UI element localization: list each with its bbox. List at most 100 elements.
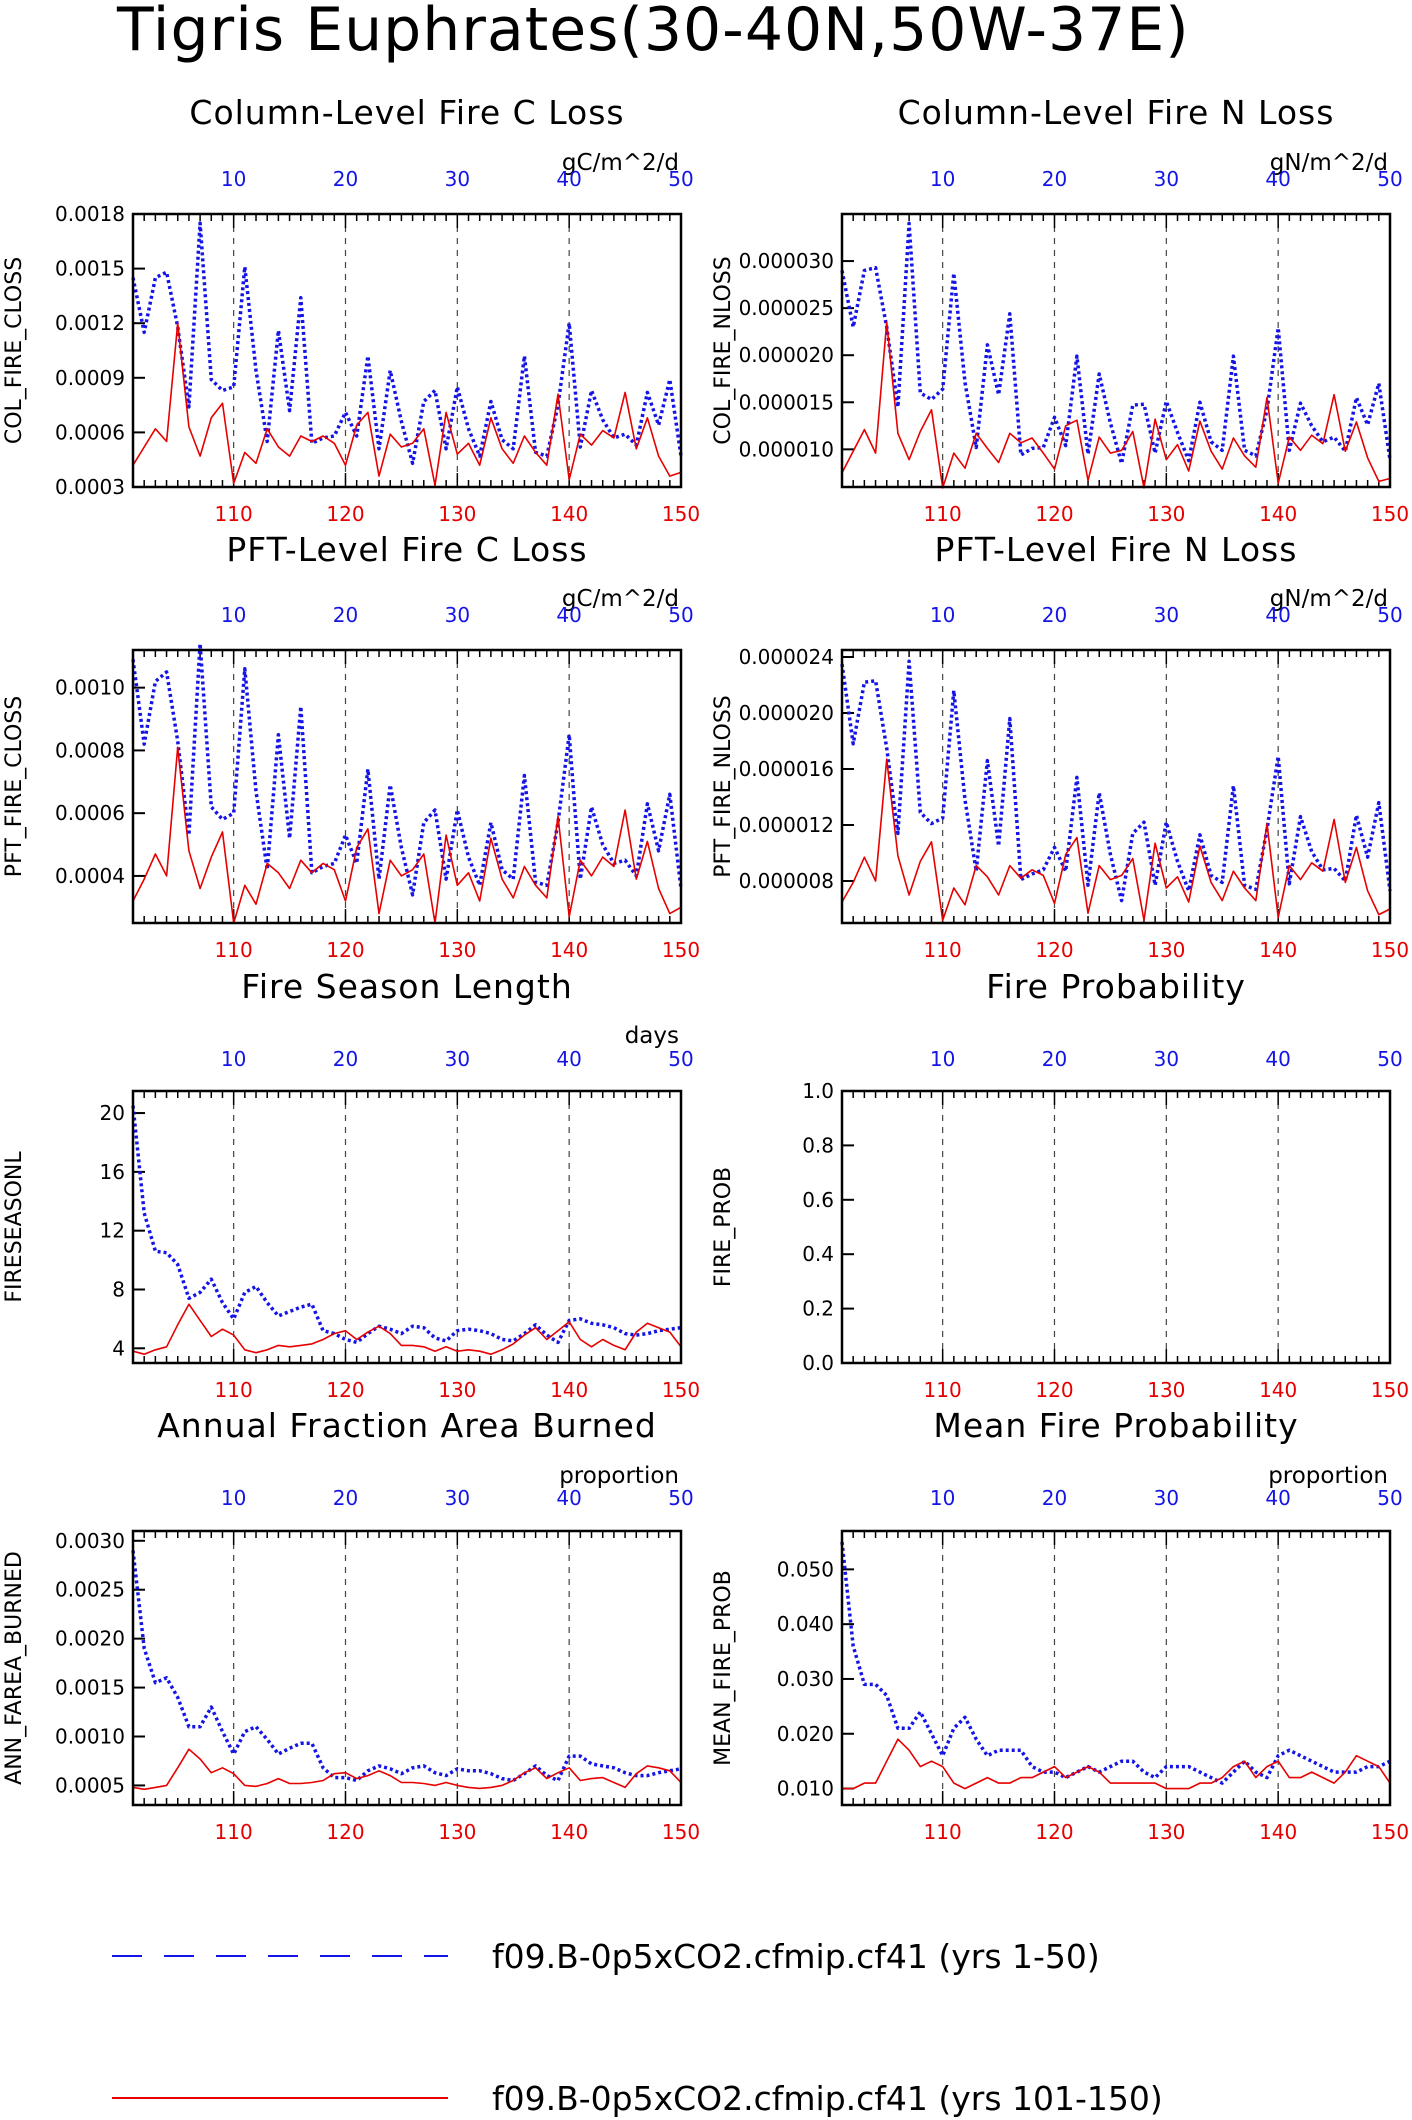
- panel-6-ylabel: FIRE_PROB: [711, 1167, 736, 1287]
- panel-5-xtick-label-bottom-110: 110: [215, 1378, 253, 1402]
- panel-2-xtick-label-bottom-110: 110: [924, 502, 962, 526]
- panel-7-xtick-label-top-30: 30: [445, 1486, 470, 1510]
- panel-2-xtick-label-bottom-150: 150: [1371, 502, 1409, 526]
- panel-8-xtick-label-top-30: 30: [1154, 1486, 1179, 1510]
- panel-8-xtick-label-bottom-130: 130: [1147, 1820, 1185, 1844]
- panel-1-ylabel: COL_FIRE_CLOSS: [2, 257, 27, 444]
- panel-3-units-label: gC/m^2/d: [562, 586, 679, 612]
- panel-1-ytick-label-1: 0.0006: [55, 420, 125, 444]
- panel-5-ytick-label-2: 12: [100, 1219, 125, 1243]
- panel-1-series-yrs-101-150: [132, 322, 682, 487]
- chart-panels: Column-Level Fire C Loss gC/m^2/d 0.0003 0.…: [2, 93, 1409, 1844]
- panel-7-xtick-label-top-40: 40: [556, 1486, 581, 1510]
- panel-5-ytick-label-4: 20: [100, 1101, 125, 1125]
- panel-1-xtick-label-bottom-150: 150: [662, 502, 700, 526]
- panel-7-frame: [131, 1529, 683, 1807]
- panel-5-units-label: days: [625, 1023, 679, 1049]
- panel-4-title: PFT-Level Fire N Loss: [935, 530, 1298, 569]
- panel-5-xtick-label-top-10: 10: [221, 1047, 246, 1071]
- panel-4-ytick-label-4: 0.000024: [739, 645, 834, 669]
- panel-5-ytick-label-1: 8: [112, 1277, 125, 1301]
- panel-6-xtick-label-top-10: 10: [930, 1047, 955, 1071]
- panel-6-ytick-label-2: 0.4: [802, 1242, 834, 1266]
- panel-1-ytick-label-4: 0.0015: [55, 257, 125, 281]
- panel-3-title: PFT-Level Fire C Loss: [226, 530, 587, 569]
- panel-5-xtick-label-top-30: 30: [445, 1047, 470, 1071]
- panel-5-xtick-label-top-40: 40: [556, 1047, 581, 1071]
- panel-6: Fire Probability 0.0 0.2 0.4 0.6 0.8 1.0 110 120…: [711, 967, 1409, 1402]
- panel-1-xtick-label-bottom-130: 130: [438, 502, 476, 526]
- panel-6-xtick-label-top-50: 50: [1377, 1047, 1402, 1071]
- panel-4-ytick-label-1: 0.000012: [739, 813, 834, 837]
- panel-8-xtick-label-bottom-110: 110: [924, 1820, 962, 1844]
- panel-3-series-yrs-101-150: [132, 746, 682, 924]
- panel-8-ytick-label-3: 0.040: [777, 1612, 834, 1636]
- panel-7-units-label: proportion: [559, 1463, 679, 1489]
- panel-8-xtick-label-top-40: 40: [1265, 1486, 1290, 1510]
- legend-label-yrs-1-50: f09.B-0p5xCO2.cfmip.cf41 (yrs 1-50): [492, 1937, 1100, 1976]
- panel-5-xtick-label-bottom-130: 130: [438, 1378, 476, 1402]
- legend: f09.B-0p5xCO2.cfmip.cf41 (yrs 1-50) f09.…: [112, 1937, 1163, 2118]
- panel-5-frame: [131, 1089, 683, 1365]
- panel-4-ytick-label-0: 0.000008: [739, 869, 834, 893]
- panel-3-ylabel: PFT_FIRE_CLOSS: [2, 696, 27, 877]
- panel-7-ytick-label-3: 0.0020: [55, 1627, 125, 1651]
- panel-6-frame: [840, 1089, 1392, 1365]
- panel-8-units-label: proportion: [1268, 1463, 1388, 1489]
- panel-2-frame: [840, 212, 1392, 489]
- panel-3-series-yrs-1-50: [131, 641, 683, 897]
- panel-1: Column-Level Fire C Loss gC/m^2/d 0.0003 0.…: [2, 93, 700, 526]
- panel-3-xtick-label-top-50: 50: [668, 603, 693, 627]
- panel-8: Mean Fire Probability proportion 0.010 0.02…: [711, 1406, 1409, 1844]
- panel-2-xtick-label-top-10: 10: [930, 167, 955, 191]
- panel-1-units-label: gC/m^2/d: [562, 150, 679, 176]
- panel-7-xtick-label-bottom-150: 150: [662, 1820, 700, 1844]
- panel-1-xtick-label-top-40: 40: [556, 167, 581, 191]
- panel-8-ylabel: MEAN_FIRE_PROB: [711, 1570, 736, 1766]
- panel-5-series-yrs-1-50: [131, 1105, 682, 1345]
- panel-4-ytick-label-2: 0.000016: [739, 757, 834, 781]
- panel-1-frame: [131, 212, 683, 489]
- panel-4-xtick-label-bottom-110: 110: [924, 938, 962, 962]
- panel-4: PFT-Level Fire N Loss gN/m^2/d 0.000008 0.0…: [711, 530, 1409, 962]
- panel-6-xtick-label-bottom-150: 150: [1371, 1378, 1409, 1402]
- panel-4-series-yrs-1-50: [840, 659, 1392, 903]
- panel-4-series-yrs-101-150: [841, 758, 1391, 922]
- panel-8-title: Mean Fire Probability: [933, 1406, 1298, 1445]
- panel-7-series-yrs-101-150: [132, 1748, 682, 1791]
- panel-5-xtick-label-bottom-120: 120: [326, 1378, 364, 1402]
- panel-2-series-yrs-1-50: [840, 221, 1392, 466]
- panel-3-xtick-label-bottom-140: 140: [550, 938, 588, 962]
- panel-3-xtick-label-top-40: 40: [556, 603, 581, 627]
- panel-3-xtick-label-bottom-110: 110: [215, 938, 253, 962]
- panel-1-xtick-label-top-30: 30: [445, 167, 470, 191]
- panel-6-xtick-label-bottom-140: 140: [1259, 1378, 1297, 1402]
- panel-3-ytick-label-0: 0.0004: [55, 864, 125, 888]
- panel-6-xtick-label-top-20: 20: [1042, 1047, 1067, 1071]
- panel-5: Fire Season Length days 4 8 12 16 20 110 120 130 1…: [2, 967, 700, 1402]
- panel-5-xtick-label-bottom-150: 150: [662, 1378, 700, 1402]
- panel-7-xtick-label-bottom-140: 140: [550, 1820, 588, 1844]
- panel-8-series-yrs-1-50: [840, 1541, 1391, 1785]
- panel-6-ytick-label-1: 0.2: [802, 1297, 834, 1321]
- panel-6-xtick-label-bottom-130: 130: [1147, 1378, 1185, 1402]
- panel-3-ytick-label-3: 0.0010: [55, 676, 125, 700]
- panel-7-ytick-label-4: 0.0025: [55, 1578, 125, 1602]
- panel-8-xtick-label-bottom-140: 140: [1259, 1820, 1297, 1844]
- panel-3-xtick-label-top-10: 10: [221, 603, 246, 627]
- panel-6-ytick-label-0: 0.0: [802, 1351, 834, 1375]
- panel-6-title: Fire Probability: [986, 967, 1246, 1006]
- panel-1-series-yrs-1-50: [131, 221, 683, 466]
- panel-4-xtick-label-top-50: 50: [1377, 603, 1402, 627]
- panel-2-xtick-label-bottom-130: 130: [1147, 502, 1185, 526]
- panel-7-ytick-label-2: 0.0015: [55, 1676, 125, 1700]
- panel-5-title: Fire Season Length: [241, 967, 572, 1006]
- panel-4-xtick-label-bottom-120: 120: [1035, 938, 1073, 962]
- panel-1-xtick-label-bottom-110: 110: [215, 502, 253, 526]
- panel-5-xtick-label-top-20: 20: [333, 1047, 358, 1071]
- panel-6-xtick-label-top-40: 40: [1265, 1047, 1290, 1071]
- panel-6-xtick-label-bottom-110: 110: [924, 1378, 962, 1402]
- panel-4-xtick-label-bottom-130: 130: [1147, 938, 1185, 962]
- panel-7-series-yrs-1-50: [131, 1550, 682, 1783]
